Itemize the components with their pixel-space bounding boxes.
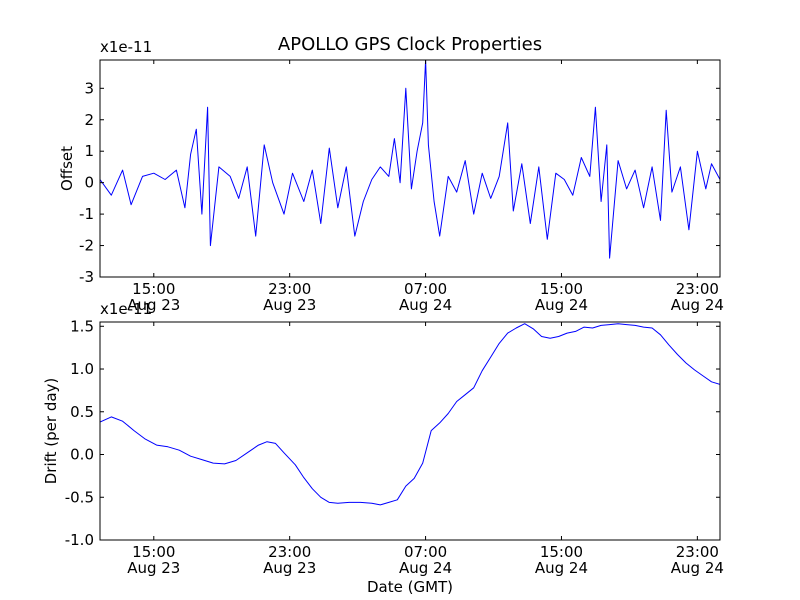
drift-x-tick-label-date: Aug 24	[399, 559, 452, 577]
drift-y-multiplier: x1e-11	[100, 300, 152, 318]
drift-y-tick-label: 1.5	[70, 317, 94, 335]
offset-y-tick-label: 2	[84, 111, 94, 129]
offset-x-tick-label-time: 07:00	[404, 280, 447, 298]
offset-y-tick-label: -2	[79, 237, 94, 255]
drift-y-tick-label: 1.0	[70, 360, 94, 378]
offset-x-tick-label-date: Aug 24	[399, 296, 452, 314]
drift-x-tick-label-time: 07:00	[404, 543, 447, 561]
drift-x-tick-label-time: 15:00	[540, 543, 583, 561]
figure-title: APOLLO GPS Clock Properties	[278, 34, 542, 55]
drift-x-tick-label-date: Aug 24	[535, 559, 588, 577]
drift-y-tick-label: 0.5	[70, 403, 94, 421]
offset-y-tick-label: 1	[84, 142, 94, 160]
offset-x-tick-label-date: Aug 23	[263, 296, 316, 314]
offset-y-multiplier: x1e-11	[100, 38, 152, 56]
offset-x-tick-label-time: 15:00	[132, 280, 175, 298]
offset-y-axis-label: Offset	[58, 146, 76, 191]
drift-y-tick-label: 0.0	[70, 446, 94, 464]
drift-x-tick-label-time: 15:00	[132, 543, 175, 561]
offset-y-tick-label: 0	[84, 174, 94, 192]
offset-x-tick-label-time: 15:00	[540, 280, 583, 298]
drift-y-axis-label: Drift (per day)	[42, 378, 60, 485]
drift-x-tick-label-time: 23:00	[268, 543, 311, 561]
offset-y-tick-label: 3	[84, 79, 94, 97]
drift-x-tick-label-date: Aug 23	[127, 559, 180, 577]
offset-x-tick-label-date: Aug 24	[671, 296, 724, 314]
offset-x-tick-label-date: Aug 23	[127, 296, 180, 314]
x-axis-label: Date (GMT)	[367, 578, 453, 596]
offset-x-tick-label-time: 23:00	[676, 280, 719, 298]
offset-y-tick-label: -3	[79, 268, 94, 286]
drift-y-tick-label: -0.5	[65, 488, 94, 506]
drift-x-tick-label-date: Aug 24	[671, 559, 724, 577]
drift-axes-frame	[99, 321, 721, 541]
offset-series-line	[100, 60, 720, 259]
offset-y-tick-label: -1	[79, 205, 94, 223]
drift-x-tick-label-time: 23:00	[676, 543, 719, 561]
offset-axes-frame	[99, 59, 721, 278]
drift-y-tick-label: -1.0	[65, 531, 94, 549]
drift-x-tick-label-date: Aug 23	[263, 559, 316, 577]
drift-series-line	[100, 323, 720, 506]
offset-x-tick-label-time: 23:00	[268, 280, 311, 298]
offset-x-tick-label-date: Aug 24	[535, 296, 588, 314]
